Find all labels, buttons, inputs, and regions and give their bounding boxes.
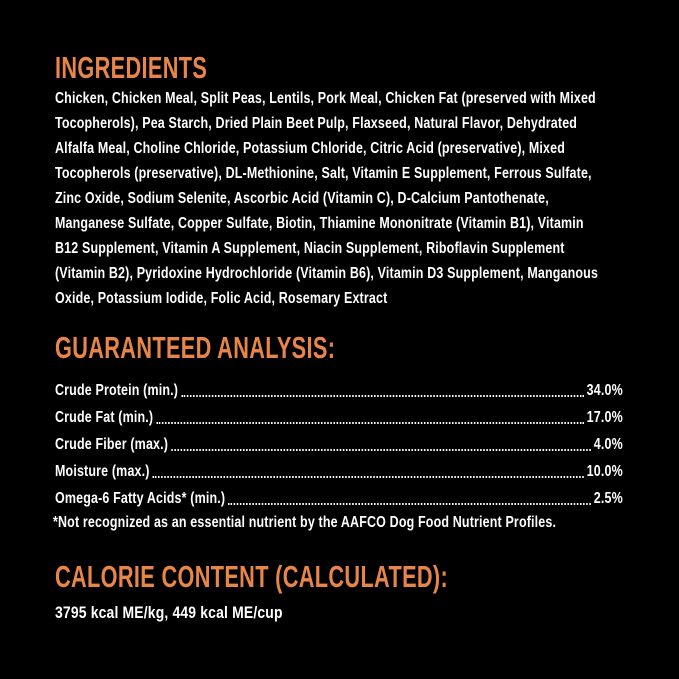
dot-leader xyxy=(171,449,591,451)
analysis-label: Crude Protein (min.) xyxy=(55,382,179,399)
aafco-footnote: *Not recognized as an essential nutrient… xyxy=(53,514,557,531)
ingredients-line: B12 Supplement, Vitamin A Supplement, Ni… xyxy=(55,240,565,257)
analysis-row-crude-fat: Crude Fat (min.) 17.0% xyxy=(55,401,623,428)
analysis-row-moisture: Moisture (max.) 10.0% xyxy=(55,455,623,482)
dot-leader xyxy=(156,422,584,424)
ingredients-line: Oxide, Potassium Iodide, Folic Acid, Ros… xyxy=(55,290,388,307)
ingredients-line: Chicken, Chicken Meal, Split Peas, Lenti… xyxy=(55,90,596,107)
dot-leader xyxy=(181,395,584,397)
ingredients-line: Alfalfa Meal, Choline Chloride, Potassiu… xyxy=(55,140,566,157)
analysis-label: Crude Fat (min.) xyxy=(55,409,154,426)
analysis-row-crude-protein: Crude Protein (min.) 34.0% xyxy=(55,374,623,401)
dot-leader xyxy=(228,503,591,505)
calorie-content-heading: CALORIE CONTENT (CALCULATED): xyxy=(55,559,449,594)
analysis-row-crude-fiber: Crude Fiber (max.) 4.0% xyxy=(55,428,623,455)
analysis-value: 2.5% xyxy=(593,490,623,507)
guaranteed-analysis-table: Crude Protein (min.) 34.0% Crude Fat (mi… xyxy=(55,374,679,509)
ingredients-line: Manganese Sulfate, Copper Sulfate, Bioti… xyxy=(55,215,584,232)
ingredients-line: Tocopherols), Pea Starch, Dried Plain Be… xyxy=(55,115,578,132)
analysis-value: 10.0% xyxy=(586,463,623,480)
guaranteed-analysis-heading: GUARANTEED ANALYSIS: xyxy=(55,330,336,365)
ingredients-line: Tocopherols (preservative), DL-Methionin… xyxy=(55,165,592,182)
analysis-label: Crude Fiber (max.) xyxy=(55,436,169,453)
analysis-row-omega6: Omega-6 Fatty Acids* (min.) 2.5% xyxy=(55,482,623,509)
ingredients-line: (Vitamin B2), Pyridoxine Hydrochloride (… xyxy=(55,265,599,282)
analysis-label: Moisture (max.) xyxy=(55,463,150,480)
dot-leader xyxy=(152,476,584,478)
ingredients-line: Zinc Oxide, Sodium Selenite, Ascorbic Ac… xyxy=(55,190,549,207)
analysis-value: 4.0% xyxy=(593,436,623,453)
analysis-label: Omega-6 Fatty Acids* (min.) xyxy=(55,490,226,507)
analysis-value: 34.0% xyxy=(586,382,623,399)
ingredients-paragraph: Chicken, Chicken Meal, Split Peas, Lenti… xyxy=(55,86,679,311)
ingredients-heading: INGREDIENTS xyxy=(55,50,208,85)
analysis-value: 17.0% xyxy=(586,409,623,426)
calorie-content-value: 3795 kcal ME/kg, 449 kcal ME/cup xyxy=(55,603,283,622)
